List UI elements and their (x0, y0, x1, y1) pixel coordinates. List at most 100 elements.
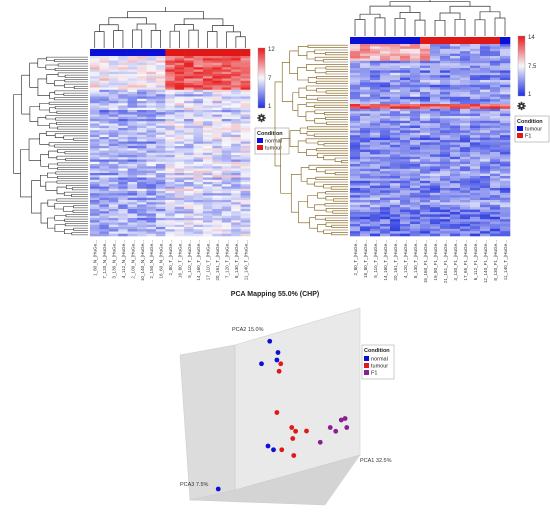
heatmap-cell (174, 92, 185, 95)
heatmap-cell (99, 116, 110, 120)
heatmap-cell (430, 46, 441, 50)
heatmap-cell (470, 65, 481, 69)
heatmap-cell (370, 190, 381, 194)
heatmap-cell (202, 143, 213, 147)
heatmap-cell (450, 72, 461, 76)
heatmap-cell (450, 75, 461, 78)
heatmap-cell (490, 84, 501, 88)
heatmap-cell (460, 44, 471, 47)
heatmap-cell (99, 80, 110, 84)
heatmap-cell (90, 233, 100, 237)
heatmap-cell (174, 141, 185, 145)
heatmap-cell (350, 96, 361, 100)
heatmap-cell (370, 96, 381, 100)
heatmap-cell (193, 152, 204, 156)
heatmap-cell (193, 146, 204, 149)
heatmap-cell (146, 200, 157, 203)
heatmap-cell (430, 120, 441, 124)
heatmap-cell (193, 177, 204, 181)
heatmap-cell (420, 60, 431, 64)
heatmap-cell (240, 107, 251, 111)
heatmap-cell (221, 62, 232, 66)
heatmap-cell (165, 150, 176, 154)
heatmap-cell (221, 227, 232, 230)
heatmap-cell (155, 175, 166, 178)
heatmap-cell (155, 229, 166, 232)
heatmap-cell (400, 216, 411, 220)
heatmap-cell (350, 46, 361, 50)
heatmap-cell (99, 218, 110, 221)
heatmap-cell (500, 106, 511, 110)
heatmap-cell (480, 161, 491, 165)
heatmap-cell (430, 132, 441, 136)
heatmap-cell (146, 60, 157, 64)
heatmap-cell (360, 173, 371, 177)
heatmap-cell (155, 188, 166, 192)
heatmap-cell (420, 192, 431, 196)
heatmap-cell (231, 193, 241, 196)
heatmap-cell (155, 222, 166, 226)
heatmap-cell (108, 200, 119, 203)
heatmap-cell (450, 87, 461, 90)
heatmap-cell (99, 121, 110, 124)
gear-icon[interactable] (257, 113, 266, 123)
heatmap-cell (450, 149, 461, 153)
heatmap-cell (231, 202, 241, 205)
heatmap-cell (360, 233, 371, 237)
heatmap-cell (231, 103, 241, 106)
heatmap-cell (240, 200, 251, 203)
heatmap-cell (174, 62, 185, 66)
heatmap-cell (118, 157, 128, 160)
heatmap-cell (127, 92, 138, 95)
heatmap-cell (193, 188, 204, 192)
gear-icon[interactable] (517, 101, 526, 111)
heatmap-cell (165, 101, 176, 104)
heatmap-cell (165, 170, 176, 174)
heatmap-cell (90, 150, 100, 154)
heatmap-cell (360, 77, 371, 81)
heatmap-cell (240, 150, 251, 154)
heatmap-cell (193, 182, 204, 185)
heatmap-cell (184, 130, 194, 133)
heatmap-cell (420, 161, 431, 165)
heatmap-cell (370, 116, 381, 119)
heatmap-cell (420, 92, 431, 95)
heatmap-cell (212, 83, 223, 86)
heatmap-cell (231, 206, 241, 210)
heatmap-cell (450, 96, 461, 100)
heatmap-cell (118, 96, 128, 100)
heatmap-cell (390, 228, 401, 232)
heatmap-cell (193, 89, 204, 93)
heatmap-cell (490, 65, 501, 69)
heatmap-cell (146, 121, 157, 124)
heatmap-cell (118, 67, 128, 70)
heatmap-cell (155, 80, 166, 84)
heatmap-cell (380, 132, 391, 136)
heatmap-cell (240, 92, 251, 95)
heatmap-cell (118, 141, 128, 145)
heatmap-cell (430, 99, 441, 102)
pca-legend-label: normal (371, 357, 388, 363)
heatmap-cell (430, 144, 441, 148)
heatmap-cell (99, 123, 110, 127)
group-bar-cell (470, 37, 481, 44)
heatmap-cell (202, 69, 213, 73)
heatmap-cell (155, 186, 166, 190)
heatmap-cell (470, 228, 481, 232)
heatmap-cell (231, 96, 241, 100)
heatmap-cell (165, 71, 176, 75)
heatmap-cell (370, 144, 381, 148)
heatmap-cell (410, 106, 421, 110)
heatmap-cell (350, 144, 361, 148)
heatmap-cell (99, 175, 110, 178)
heatmap-cell (184, 166, 194, 169)
heatmap-cell (202, 164, 213, 167)
heatmap-cell (390, 216, 401, 220)
heatmap-cell (118, 206, 128, 210)
heatmap-cell (400, 120, 411, 124)
heatmap-cell (440, 178, 451, 182)
heatmap-cell (360, 185, 371, 189)
heatmap-cell (410, 51, 421, 54)
heatmap-cell (390, 156, 401, 160)
heatmap-cell (202, 152, 213, 156)
